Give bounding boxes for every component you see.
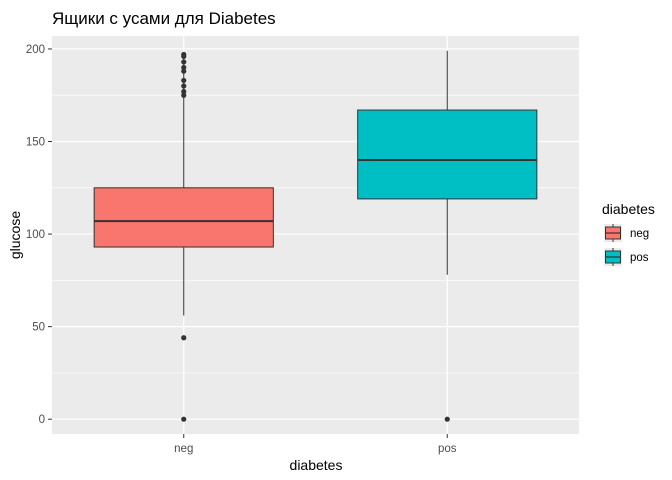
legend-title: diabetes bbox=[602, 201, 655, 217]
outlier-point bbox=[181, 64, 187, 71]
outlier-point bbox=[181, 51, 187, 58]
x-axis-title: diabetes bbox=[290, 457, 343, 473]
outlier-point bbox=[181, 68, 187, 74]
y-axis-title: glucose bbox=[7, 211, 23, 259]
outlier-point bbox=[181, 92, 187, 98]
y-tick-label: 150 bbox=[26, 137, 45, 149]
legend-label: neg bbox=[630, 228, 649, 240]
outlier-point bbox=[444, 416, 450, 422]
box-neg bbox=[93, 187, 274, 248]
y-tick-label: 50 bbox=[32, 322, 45, 334]
box-group-pos bbox=[357, 50, 538, 422]
legend-entry-pos: pos bbox=[604, 248, 649, 266]
outlier-point bbox=[181, 77, 187, 84]
boxes-layer bbox=[93, 50, 538, 422]
y-tick-label: 100 bbox=[26, 229, 45, 241]
legend: diabetes neg pos bbox=[602, 201, 655, 266]
chart-title: Ящики с усами для Diabetes bbox=[52, 9, 276, 28]
y-tick-label: 200 bbox=[26, 44, 45, 56]
x-axis: neg pos bbox=[174, 434, 457, 455]
legend-label: pos bbox=[630, 252, 649, 264]
outlier-point bbox=[181, 416, 187, 422]
outlier-point bbox=[181, 335, 187, 341]
outlier-point bbox=[181, 59, 187, 65]
outlier-point bbox=[181, 83, 187, 89]
x-tick-label-neg: neg bbox=[174, 443, 193, 455]
outlier-point bbox=[181, 88, 187, 95]
legend-entry-neg: neg bbox=[604, 224, 649, 242]
x-tick-label-pos: pos bbox=[438, 443, 457, 455]
y-tick-label: 0 bbox=[39, 414, 45, 426]
box-pos bbox=[357, 109, 538, 200]
box-group-neg bbox=[93, 51, 274, 422]
y-axis: 0 50 100 150 200 bbox=[26, 44, 52, 426]
